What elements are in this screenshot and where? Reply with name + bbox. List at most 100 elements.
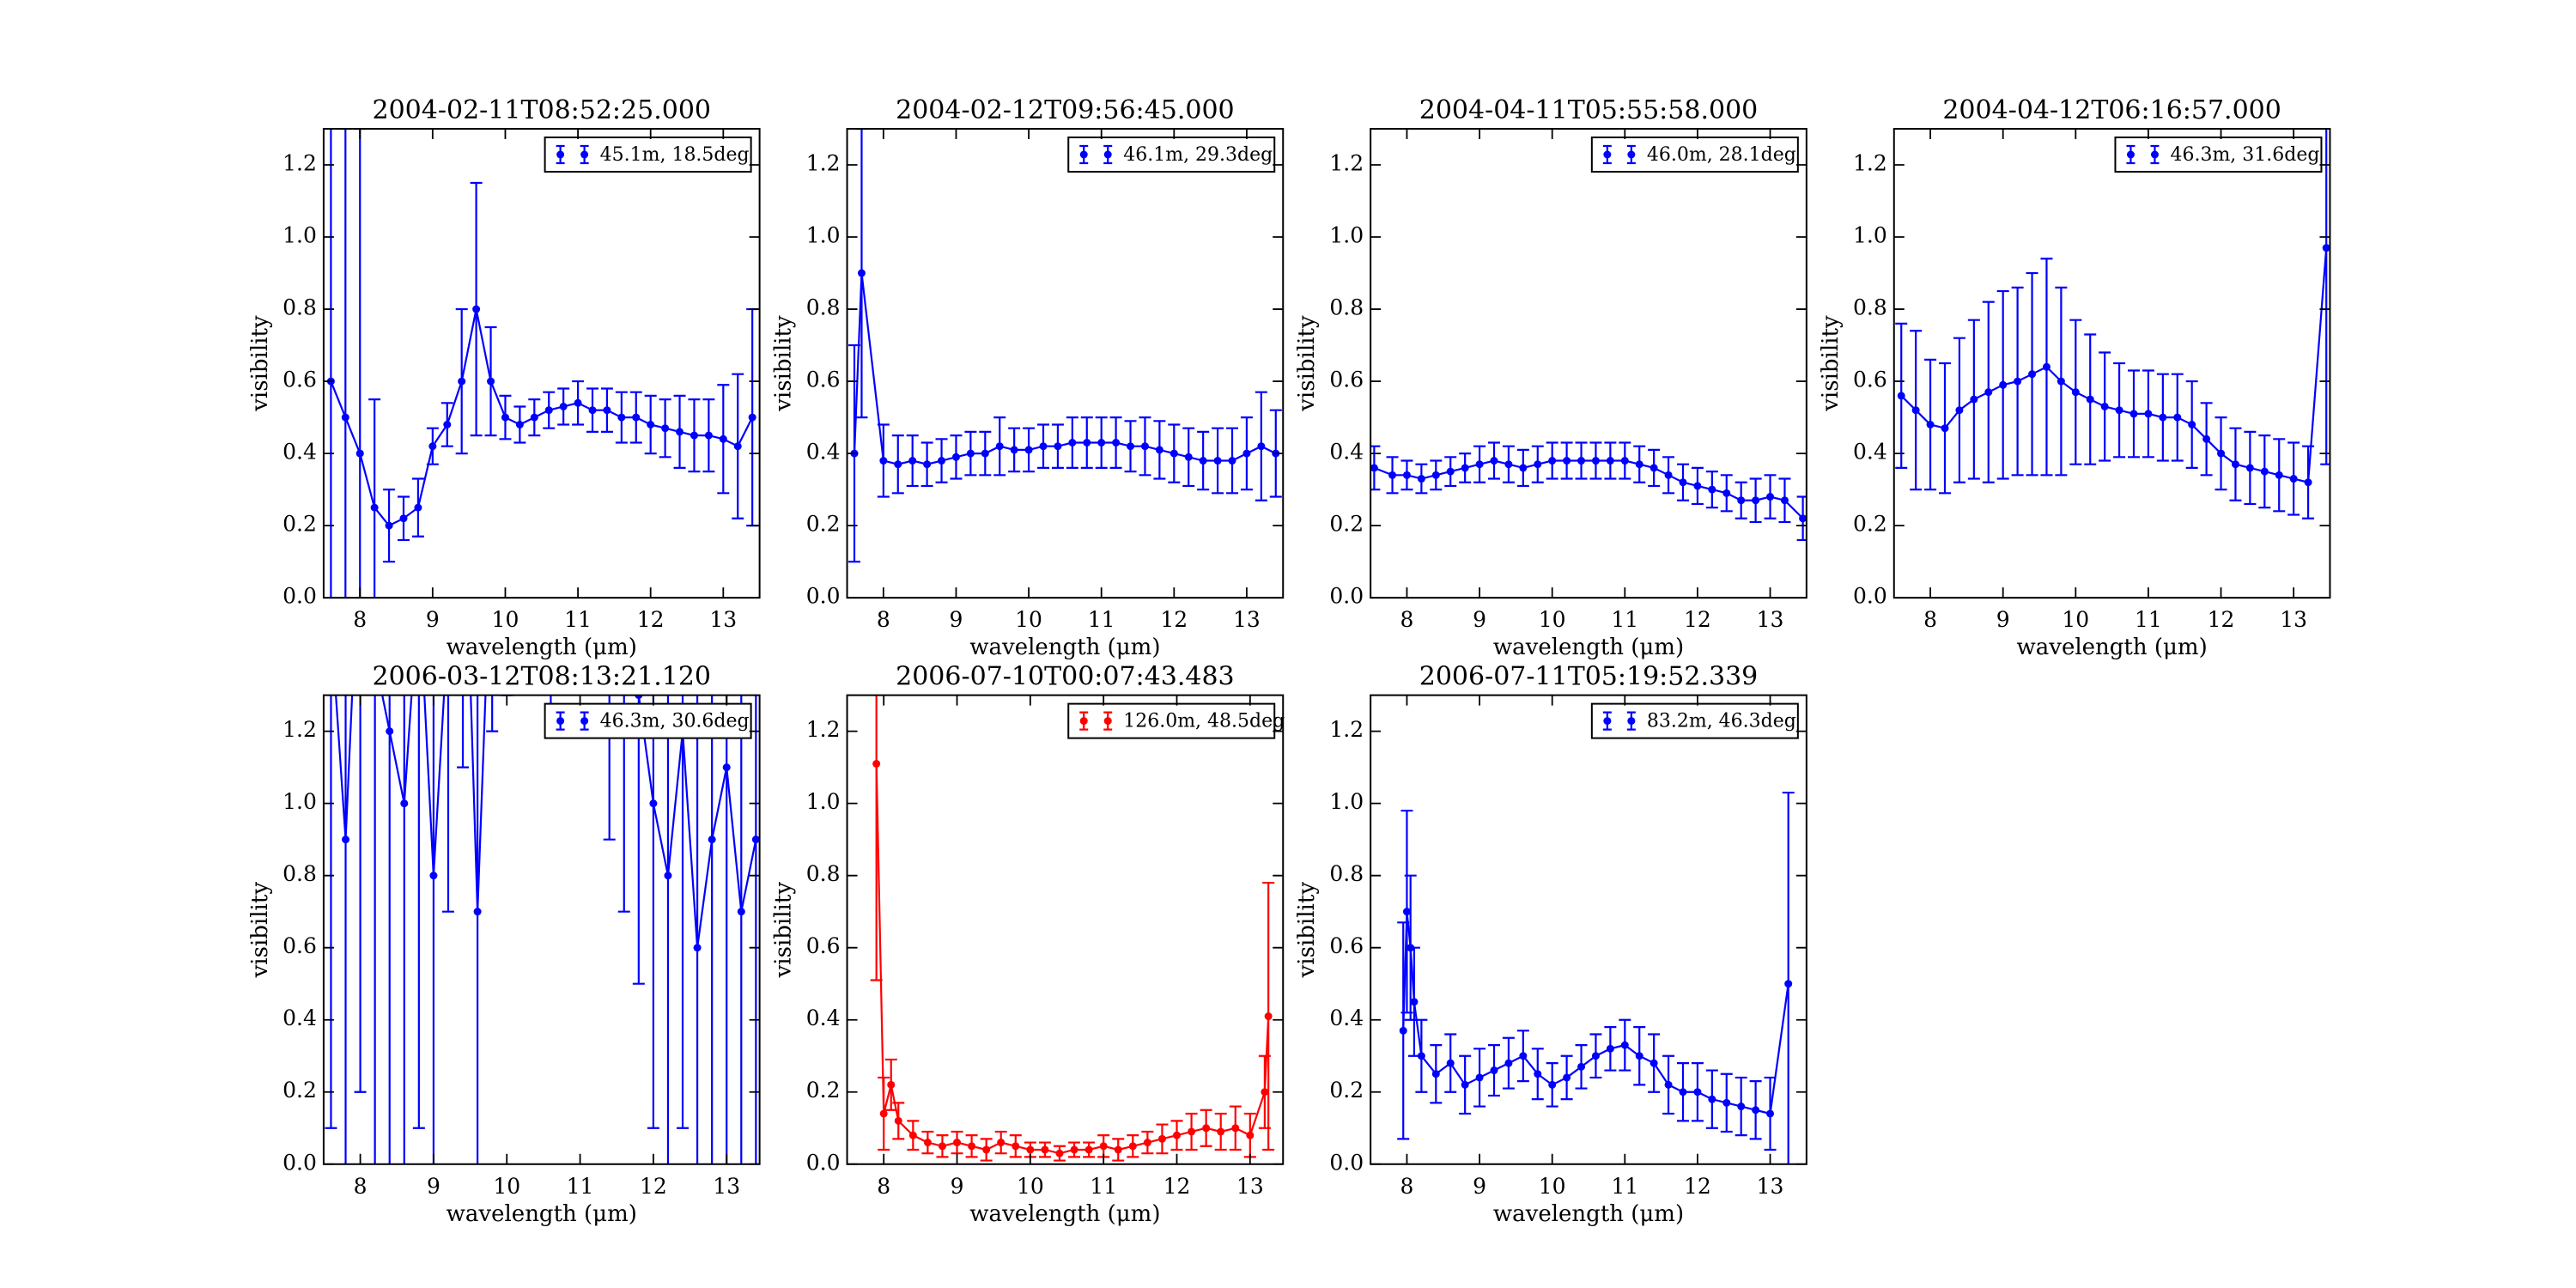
y-tick-label: 0.0	[806, 1150, 841, 1175]
error-bar	[617, 695, 630, 913]
marker	[708, 835, 716, 844]
legend-glyph	[2150, 150, 2159, 159]
x-axis-label: wavelength (μm)	[447, 1201, 637, 1227]
legend-glyph	[1603, 717, 1612, 726]
marker	[1606, 457, 1614, 465]
marker	[649, 799, 658, 808]
marker	[2304, 478, 2312, 487]
marker	[341, 413, 349, 422]
marker	[1664, 471, 1673, 479]
marker	[1693, 482, 1702, 490]
marker	[1693, 1088, 1702, 1097]
y-tick-label: 0.8	[806, 861, 841, 886]
error-bar	[374, 695, 376, 1164]
marker	[2188, 420, 2196, 428]
marker	[1446, 1059, 1455, 1067]
marker	[1155, 446, 1163, 454]
axes-frame	[1893, 128, 2331, 599]
marker	[751, 835, 760, 844]
marker	[1504, 460, 1513, 469]
legend-glyph	[2126, 150, 2135, 159]
legend-glyph	[556, 150, 565, 159]
marker	[472, 305, 481, 313]
marker	[385, 521, 393, 530]
marker	[603, 406, 611, 415]
x-tick-label: 12	[640, 1174, 667, 1199]
error-bar	[325, 695, 337, 1129]
marker	[1534, 1070, 1542, 1078]
y-tick-label: 0.8	[283, 861, 317, 886]
x-tick-label: 11	[1090, 1174, 1117, 1199]
subplot: 45.1m, 18.5deg 8 9 10 11 12 13 0.0 0.2 0.4 0.6 0.8 1…	[247, 95, 761, 660]
marker	[1577, 1062, 1586, 1071]
marker	[2245, 464, 2254, 472]
error-bar	[603, 695, 616, 841]
marker	[676, 428, 684, 436]
y-tick-label: 0.0	[1329, 1150, 1364, 1175]
subplot: 46.3m, 31.6deg 8 9 10 11 12 13 0.0 0.2 0.4 0.6 0.8 1…	[1818, 95, 2331, 660]
marker	[1563, 1073, 1571, 1082]
marker	[1184, 453, 1193, 461]
marker	[690, 431, 698, 440]
y-tick-label: 0.6	[806, 933, 841, 958]
legend-label: 46.0m, 28.1deg	[1647, 144, 1796, 166]
marker	[1737, 1103, 1746, 1111]
marker	[1083, 439, 1091, 447]
legend-glyph	[580, 717, 589, 726]
x-tick-label: 10	[2062, 607, 2089, 632]
y-tick-label: 0.8	[1329, 295, 1364, 320]
subplot-title: 2006-07-10T00:07:43.483	[896, 662, 1235, 692]
x-tick-label: 12	[1684, 1174, 1711, 1199]
marker	[1577, 457, 1586, 465]
marker	[857, 269, 866, 277]
plot-area	[870, 695, 1275, 1162]
marker	[1534, 460, 1542, 469]
marker	[2071, 388, 2080, 397]
x-tick-label: 12	[2208, 607, 2235, 632]
x-tick-label: 8	[1400, 1174, 1414, 1199]
marker	[1955, 406, 1964, 415]
marker	[894, 1116, 902, 1125]
marker	[501, 413, 509, 422]
marker	[1173, 1131, 1182, 1139]
marker	[1708, 485, 1716, 494]
x-tick-label: 13	[2280, 607, 2307, 632]
marker	[2173, 413, 2182, 422]
marker	[981, 449, 989, 458]
y-tick-label: 1.2	[283, 717, 317, 742]
subplot-title: 2006-03-12T08:13:21.120	[373, 662, 712, 692]
marker	[1752, 1106, 1760, 1115]
y-axis-label: visibility	[247, 882, 273, 979]
subplot-title: 2004-04-11T05:55:58.000	[1419, 95, 1759, 125]
legend-box	[1590, 702, 1799, 739]
marker	[1563, 457, 1571, 465]
legend-box	[1590, 137, 1799, 173]
marker	[544, 406, 553, 415]
y-axis-label: visibility	[1294, 315, 1320, 412]
marker	[515, 420, 524, 428]
marker	[951, 453, 960, 461]
marker	[938, 1142, 946, 1151]
legend-glyph	[580, 150, 589, 159]
marker	[1664, 1080, 1673, 1089]
marker	[1606, 1044, 1614, 1053]
y-axis-label: visibility	[1818, 315, 1844, 412]
marker	[635, 695, 643, 700]
marker	[1926, 420, 1935, 428]
plot-area	[1370, 441, 1807, 542]
x-axis-label: wavelength (μm)	[1493, 635, 1684, 660]
legend-box	[544, 137, 752, 173]
x-axis-label: wavelength (μm)	[2017, 635, 2208, 660]
legend-label: 46.3m, 30.6deg	[600, 711, 750, 732]
marker	[1388, 471, 1397, 479]
axes-frame	[846, 694, 1285, 1165]
plot-area	[326, 129, 759, 598]
marker	[1054, 442, 1062, 451]
marker	[1722, 1098, 1731, 1107]
x-tick-label: 11	[1611, 1174, 1638, 1199]
x-tick-label: 10	[1539, 1174, 1566, 1199]
y-tick-label: 0.4	[1853, 440, 1887, 465]
marker	[1217, 1127, 1225, 1136]
marker	[1519, 1052, 1528, 1060]
x-tick-label: 8	[877, 607, 890, 632]
